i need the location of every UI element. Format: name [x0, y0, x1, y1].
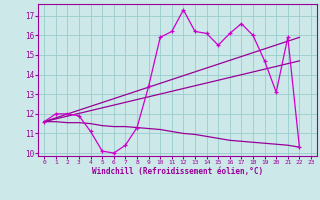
X-axis label: Windchill (Refroidissement éolien,°C): Windchill (Refroidissement éolien,°C)	[92, 167, 263, 176]
